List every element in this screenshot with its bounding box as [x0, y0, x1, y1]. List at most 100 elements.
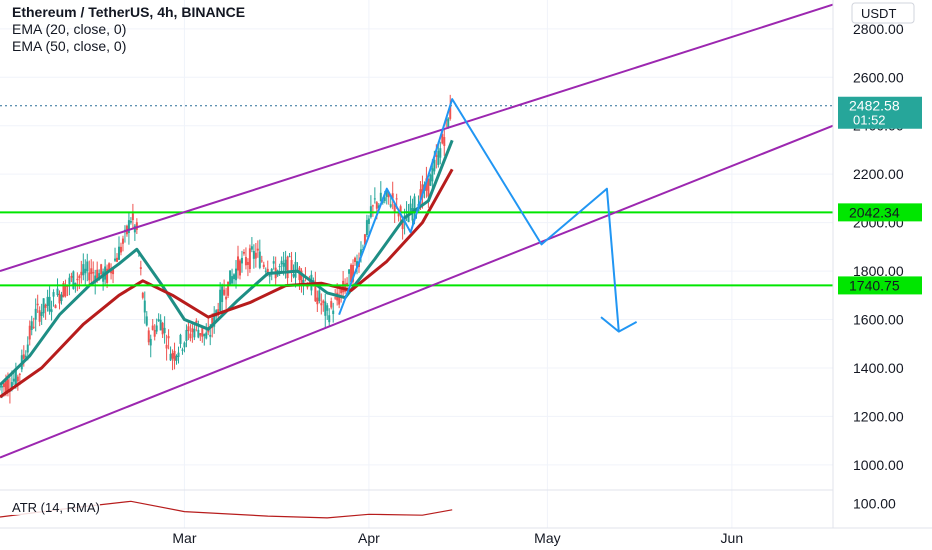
candle-body	[264, 270, 267, 272]
candle-body	[14, 368, 17, 386]
price-label-box[interactable]	[838, 203, 922, 222]
candle-body	[147, 330, 150, 343]
candle-body	[34, 308, 37, 320]
candle-body	[266, 268, 269, 275]
symbol-title[interactable]: Ethereum / TetherUS, 4h, BINANCE	[12, 4, 246, 20]
candle-body	[161, 322, 164, 335]
candle-body	[129, 220, 132, 223]
candle-body	[185, 329, 188, 341]
candle-body	[56, 288, 59, 296]
candle-body	[288, 256, 291, 258]
candle-body	[409, 203, 412, 214]
channel-trendline[interactable]	[0, 124, 834, 459]
price-tick-label: 2800.00	[853, 21, 904, 37]
price-tick-label: 2200.00	[853, 166, 904, 182]
candle-body	[135, 222, 138, 230]
candle-body	[439, 148, 442, 158]
candle-body	[433, 159, 436, 172]
candle-body	[383, 197, 386, 202]
candle-body	[86, 261, 89, 272]
candle-body	[427, 178, 430, 197]
candle-body	[80, 271, 83, 276]
candle-body	[119, 246, 122, 253]
candle-body	[181, 349, 184, 351]
price-axis[interactable]	[833, 0, 932, 550]
candle-body	[282, 262, 285, 267]
candle-body	[36, 303, 39, 306]
candle-body	[163, 327, 166, 334]
candle-body	[153, 330, 156, 337]
candle-body	[197, 329, 200, 338]
ema50-legend[interactable]: EMA (50, close, 0)	[12, 38, 127, 54]
candle-body	[195, 320, 198, 323]
candle-body	[350, 264, 353, 283]
candle-body	[92, 272, 95, 274]
candle-body	[330, 301, 333, 308]
price-tick-label: 1800.00	[853, 263, 904, 279]
candle-body	[6, 379, 9, 391]
candle-body	[401, 221, 404, 230]
candle-body	[242, 251, 245, 254]
price-label-box[interactable]	[838, 276, 922, 295]
candle-body	[12, 378, 15, 382]
price-tick-label: 1400.00	[853, 360, 904, 376]
candle-body	[411, 208, 414, 221]
price-tick-label: 1000.00	[853, 457, 904, 473]
candle-body	[302, 280, 305, 285]
candle-body	[44, 304, 47, 308]
candle-body	[326, 305, 329, 311]
atr-legend[interactable]: ATR (14, RMA)	[12, 500, 100, 515]
candle-body	[219, 289, 222, 311]
ema20-line[interactable]	[0, 139, 454, 386]
candle-body	[227, 281, 230, 296]
channel-trendline[interactable]	[0, 3, 834, 273]
candle-body	[278, 266, 281, 268]
ema20-legend[interactable]: EMA (20, close, 0)	[12, 21, 127, 37]
projection-path[interactable]	[338, 98, 620, 332]
candle-body	[114, 258, 117, 261]
candle-body	[338, 296, 341, 305]
ema50-line[interactable]	[0, 168, 454, 399]
currency-button[interactable]	[851, 2, 915, 24]
candle-body	[22, 354, 25, 359]
candle-body	[328, 315, 331, 323]
candle-body	[389, 204, 392, 207]
candle-body	[322, 300, 325, 303]
candle-body	[38, 310, 41, 322]
candle-body	[189, 333, 192, 339]
candle-body	[272, 261, 275, 264]
candle-body	[191, 328, 194, 333]
candle-body	[235, 268, 238, 281]
candle-body	[421, 184, 424, 198]
candle-body	[441, 134, 444, 144]
candle-body	[175, 355, 178, 361]
arrow-head[interactable]	[600, 316, 638, 333]
candle-body	[385, 190, 388, 197]
candle-body	[254, 252, 257, 259]
candle-body	[373, 198, 376, 200]
candle-body	[413, 196, 416, 214]
candle-body	[165, 344, 168, 349]
candle-body	[72, 271, 75, 289]
candle-body	[397, 211, 400, 217]
candle-body	[260, 260, 263, 262]
candle-body	[391, 193, 394, 199]
time-tick-label: Apr	[358, 530, 380, 546]
candle-body	[375, 202, 378, 209]
candle-body	[447, 118, 450, 129]
candle-body	[78, 275, 81, 279]
candle-body	[248, 248, 251, 270]
candle-body	[346, 282, 349, 285]
candle-body	[0, 386, 3, 388]
candle-body	[244, 257, 247, 266]
candle-body	[211, 317, 214, 328]
candle-body	[262, 264, 265, 268]
candle-body	[151, 325, 154, 330]
candle-body	[205, 332, 208, 339]
candle-body	[171, 352, 174, 359]
candle-body	[179, 334, 182, 344]
price-label-box[interactable]	[838, 96, 922, 129]
candle-body	[316, 297, 319, 305]
